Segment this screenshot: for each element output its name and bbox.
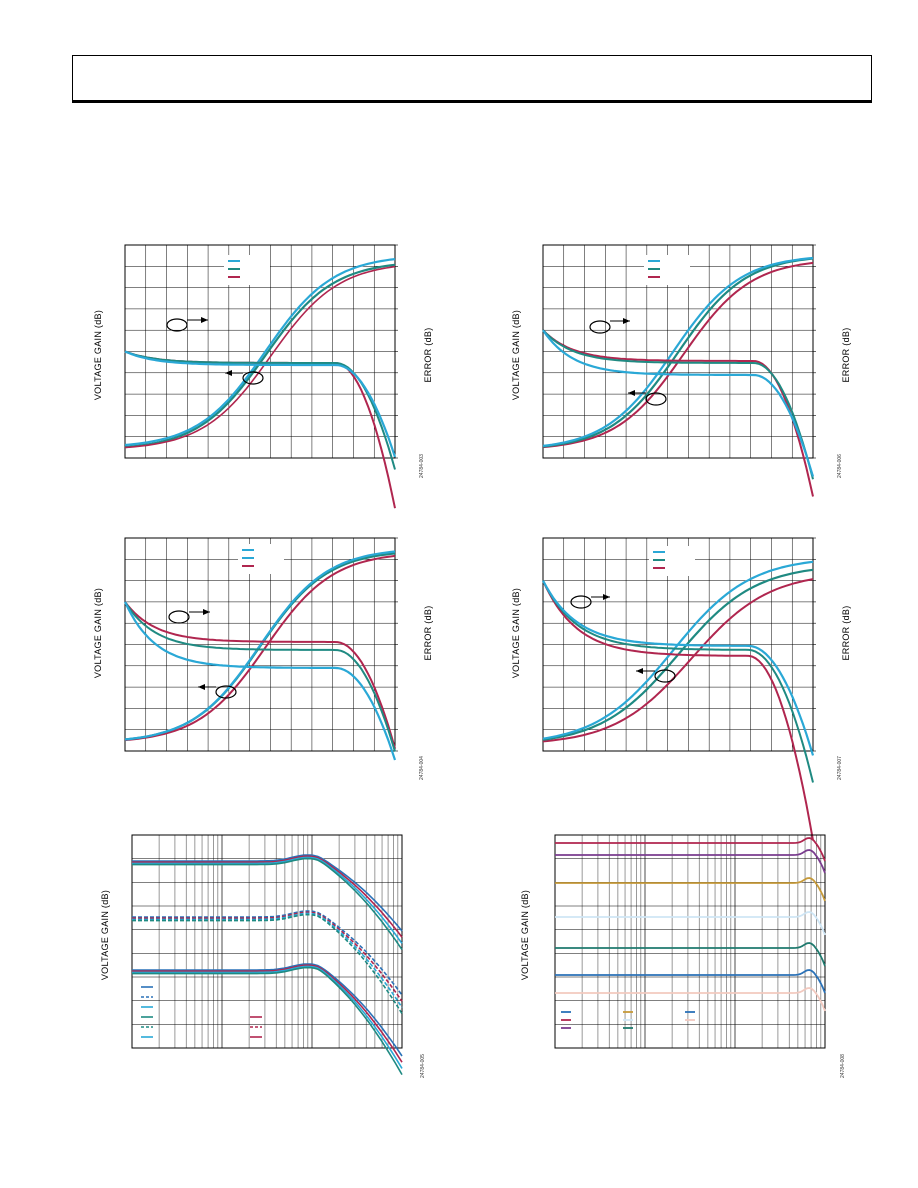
- chart-grid: [131, 834, 402, 1049]
- callout-ellipse: [215, 685, 237, 699]
- series-line: [124, 258, 396, 447]
- figure-24784-006: VOLTAGE GAIN (dB) ERROR (dB) 24784-006: [508, 235, 868, 497]
- figure-id: 24784-004: [419, 756, 425, 780]
- figure-id: 24784-003: [419, 454, 425, 478]
- figure-24784-007: VOLTAGE GAIN (dB) ERROR (dB) 24784-007: [508, 530, 868, 841]
- series-line: [132, 911, 403, 1002]
- series-line: [542, 257, 814, 448]
- page-header-box: [72, 55, 872, 103]
- series-line: [124, 350, 397, 458]
- chart-plot: [542, 244, 816, 497]
- series-line: [132, 912, 403, 1008]
- callout-ellipse: [589, 320, 611, 334]
- series-line: [132, 910, 403, 996]
- callout-ellipse: [166, 318, 188, 332]
- chart-grid: [124, 537, 396, 752]
- y2-axis-label: ERROR (dB): [841, 327, 851, 383]
- series-line: [132, 855, 403, 938]
- series-line: [132, 857, 403, 951]
- chart-grid: [554, 834, 825, 1049]
- series-line: [555, 987, 826, 1012]
- series-line: [542, 256, 814, 447]
- series-line: [132, 963, 403, 1057]
- figure-24784-004: VOLTAGE GAIN (dB) ERROR (dB) 24784-004: [90, 530, 450, 790]
- arrow-head: [628, 390, 635, 396]
- callout-ellipse: [168, 610, 190, 624]
- arrow-head: [636, 668, 643, 674]
- figure-id: 24784-008: [840, 1054, 846, 1078]
- series-line: [542, 560, 814, 740]
- series-line: [124, 554, 396, 742]
- series-line: [542, 580, 814, 783]
- chart-plot: [124, 244, 398, 509]
- callout-ellipse: [654, 669, 676, 683]
- y-axis-label: VOLTAGE GAIN (dB): [100, 889, 110, 981]
- figure-id: 24784-006: [837, 454, 843, 478]
- series-line: [542, 578, 814, 743]
- arrow-head: [623, 318, 630, 324]
- series-line: [542, 329, 814, 480]
- series-line: [555, 877, 826, 902]
- series-line: [542, 580, 815, 756]
- y-axis-label: VOLTAGE GAIN (dB): [511, 587, 521, 679]
- series-line: [542, 329, 815, 477]
- series-line: [555, 969, 826, 994]
- series-line: [124, 350, 396, 470]
- series-line: [124, 263, 396, 449]
- figure-24784-008: VOLTAGE GAIN (dB) 24784-008: [515, 825, 865, 1085]
- series-line: [124, 601, 397, 761]
- arrow-head: [203, 609, 210, 615]
- series-line: [555, 837, 826, 862]
- y-axis-label: VOLTAGE GAIN (dB): [511, 309, 521, 401]
- y2-axis-label: ERROR (dB): [423, 605, 433, 661]
- series-line: [132, 913, 403, 1015]
- y-axis-label: VOLTAGE GAIN (dB): [93, 587, 103, 679]
- plot-border: [131, 834, 403, 1049]
- series-line: [132, 966, 403, 1075]
- chart-plot: [542, 537, 816, 841]
- arrow-head: [225, 370, 232, 376]
- series-line: [132, 856, 403, 944]
- series-line: [542, 580, 814, 841]
- y2-axis-label: ERROR (dB): [841, 605, 851, 661]
- callout-ellipse: [570, 595, 592, 609]
- callout-ellipse: [242, 371, 264, 385]
- chart-plot: [131, 834, 403, 1075]
- series-line: [124, 601, 396, 752]
- chart-plot: [554, 834, 826, 1049]
- figure-24784-005: VOLTAGE GAIN (dB) 24784-005: [95, 825, 445, 1085]
- series-line: [132, 854, 403, 932]
- figure-id: 24784-007: [837, 756, 843, 780]
- series-line: [124, 265, 396, 449]
- series-line: [555, 849, 826, 874]
- arrow-head: [603, 594, 610, 600]
- series-line: [132, 964, 403, 1063]
- callout-ellipse: [645, 392, 667, 406]
- figure-24784-003: VOLTAGE GAIN (dB) ERROR (dB) 24784-003: [90, 235, 450, 509]
- series-line: [124, 601, 396, 749]
- series-line: [555, 942, 826, 967]
- y2-axis-label: ERROR (dB): [423, 327, 433, 383]
- chart-plot: [124, 537, 398, 761]
- series-line: [555, 911, 826, 936]
- arrow-head: [201, 317, 208, 323]
- y-axis-label: VOLTAGE GAIN (dB): [520, 889, 530, 981]
- plot-border: [554, 834, 826, 1049]
- series-line: [124, 550, 396, 741]
- figure-id: 24784-005: [420, 1054, 426, 1078]
- series-line: [132, 965, 403, 1069]
- arrow-head: [198, 684, 205, 690]
- y-axis-label: VOLTAGE GAIN (dB): [93, 309, 103, 401]
